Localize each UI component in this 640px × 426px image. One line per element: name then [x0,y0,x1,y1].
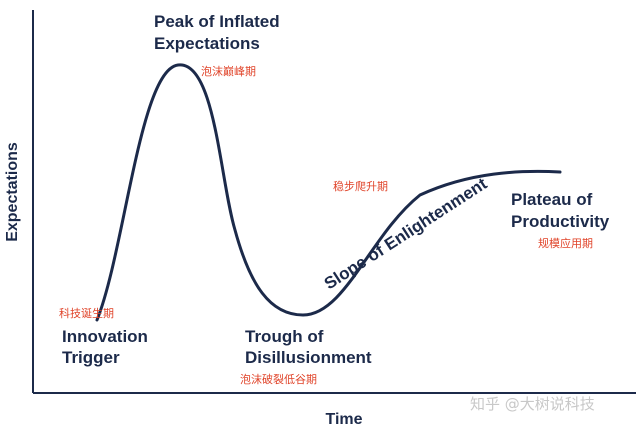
slope-cn-label: 稳步爬升期 [333,179,388,193]
trough-label-line2: Disillusionment [245,348,372,367]
y-axis-label: Expectations [4,142,21,242]
hype-curve [95,63,562,322]
plateau-label-line2: Productivity [511,212,610,231]
innovation-trigger-label-line1: Innovation [62,327,148,346]
trough-label-line1: Trough of [245,327,324,346]
innovation-trigger-cn-label: 科技诞生期 [59,306,114,320]
peak-label-line1: Peak of Inflated [154,12,280,31]
plateau-label-line1: Plateau of [511,190,593,209]
trough-cn-label: 泡沫破裂低谷期 [240,372,317,386]
peak-cn-label: 泡沫巅峰期 [201,64,256,78]
innovation-trigger-label-line2: Trigger [62,348,120,367]
watermark-text: 知乎 @大树说科技 [470,395,595,413]
peak-label-line2: Expectations [154,34,260,53]
x-axis-label: Time [325,411,362,426]
plateau-cn-label: 规模应用期 [538,236,593,250]
